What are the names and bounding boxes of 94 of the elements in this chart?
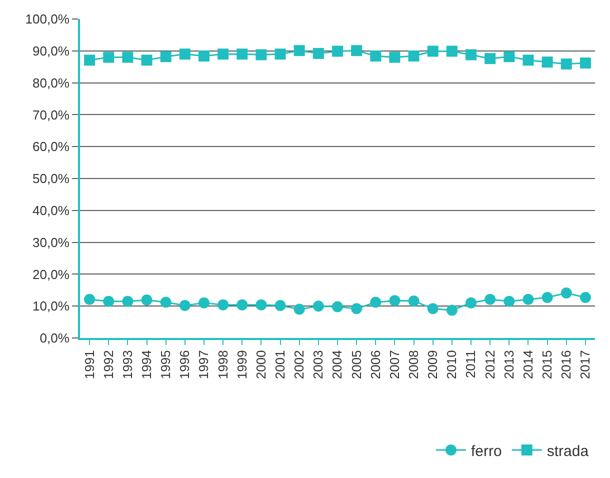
point bbox=[466, 49, 477, 60]
point bbox=[274, 300, 286, 311]
y-tick-label: 20,0% bbox=[32, 266, 70, 282]
point bbox=[351, 303, 362, 314]
x-tick-label: 1992 bbox=[100, 350, 116, 380]
point bbox=[542, 56, 553, 68]
point bbox=[122, 296, 134, 307]
x-tick-label: 2015 bbox=[540, 350, 555, 380]
point bbox=[522, 294, 534, 305]
point bbox=[332, 301, 343, 312]
x-tick-label: 2007 bbox=[386, 350, 402, 380]
x-tick-label: 2010 bbox=[444, 350, 460, 380]
point bbox=[84, 294, 96, 305]
y-tick-label: 60,0% bbox=[32, 139, 70, 154]
point bbox=[446, 46, 458, 57]
point bbox=[274, 48, 286, 60]
y-tick-label: 100,0% bbox=[25, 12, 70, 27]
point bbox=[484, 294, 496, 305]
point bbox=[370, 296, 382, 308]
x-tick-label: 1993 bbox=[120, 350, 135, 380]
point bbox=[427, 46, 438, 57]
point bbox=[179, 48, 190, 60]
x-tick-label: 1999 bbox=[234, 350, 250, 380]
point bbox=[484, 53, 496, 64]
legend-label: strada bbox=[546, 442, 590, 460]
point bbox=[389, 52, 400, 63]
y-tick-label: 30,0% bbox=[32, 234, 70, 250]
x-tick-label: 2014 bbox=[520, 350, 536, 380]
x-tick-label: 1996 bbox=[177, 350, 192, 380]
point bbox=[312, 300, 324, 312]
point bbox=[389, 295, 400, 306]
point bbox=[103, 52, 114, 63]
y-tick-label: 0,0% bbox=[40, 330, 70, 346]
point bbox=[542, 292, 553, 303]
x-tick-label: 2005 bbox=[348, 350, 364, 380]
x-tick-label: 2009 bbox=[425, 350, 440, 380]
point bbox=[560, 288, 572, 299]
x-tick-label: 2004 bbox=[330, 350, 345, 380]
point bbox=[160, 296, 172, 308]
point bbox=[236, 48, 248, 60]
point bbox=[312, 48, 324, 59]
y-tick-label: 90,0% bbox=[32, 43, 70, 58]
point bbox=[294, 304, 305, 315]
x-tick-label: 1994 bbox=[138, 350, 154, 380]
x-tick-label: 1998 bbox=[215, 350, 230, 380]
point bbox=[580, 58, 591, 69]
point bbox=[351, 45, 362, 56]
x-tick-label: 2006 bbox=[368, 350, 383, 380]
x-tick-label: 2011 bbox=[463, 350, 478, 378]
x-tick-label: 2000 bbox=[253, 350, 268, 380]
x-tick-label: 1995 bbox=[158, 350, 174, 380]
x-tick-label: 2013 bbox=[501, 350, 516, 380]
y-tick-label: 70,0% bbox=[32, 107, 70, 122]
point bbox=[256, 299, 267, 310]
point bbox=[370, 50, 382, 62]
point bbox=[122, 52, 134, 63]
point bbox=[466, 297, 477, 308]
y-tick-label: 50,0% bbox=[32, 171, 70, 186]
x-tick-label: 2002 bbox=[292, 350, 307, 380]
point bbox=[560, 58, 572, 70]
y-tick-label: 80,0% bbox=[32, 75, 70, 90]
x-tick-label: 2003 bbox=[310, 350, 326, 380]
point bbox=[427, 303, 438, 314]
point bbox=[198, 50, 210, 62]
point bbox=[141, 294, 152, 306]
point bbox=[522, 54, 534, 66]
x-tick-label: 1991 bbox=[82, 350, 97, 380]
point bbox=[446, 304, 458, 316]
point bbox=[179, 300, 190, 311]
legend-label: ferro bbox=[471, 442, 502, 460]
x-tick-label: 2016 bbox=[558, 350, 574, 380]
point bbox=[218, 299, 229, 310]
point bbox=[160, 51, 172, 62]
point bbox=[504, 296, 515, 307]
point bbox=[236, 299, 248, 310]
point bbox=[84, 54, 96, 66]
point bbox=[580, 292, 591, 303]
y-tick-label: 10,0% bbox=[32, 298, 70, 314]
x-tick-label: 2012 bbox=[482, 350, 498, 380]
point bbox=[256, 49, 267, 60]
x-tick-label: 1997 bbox=[196, 350, 212, 380]
point bbox=[218, 48, 229, 60]
point bbox=[198, 297, 210, 308]
point bbox=[294, 45, 305, 56]
point bbox=[141, 54, 152, 66]
point bbox=[332, 46, 343, 57]
x-tick-label: 2008 bbox=[406, 350, 422, 380]
point bbox=[103, 296, 114, 307]
point bbox=[408, 296, 420, 306]
point bbox=[408, 50, 420, 62]
y-tick-label: 40,0% bbox=[32, 202, 70, 218]
point bbox=[504, 51, 515, 62]
x-tick-label: 2017 bbox=[578, 350, 593, 380]
x-tick-label: 2001 bbox=[272, 350, 288, 380]
